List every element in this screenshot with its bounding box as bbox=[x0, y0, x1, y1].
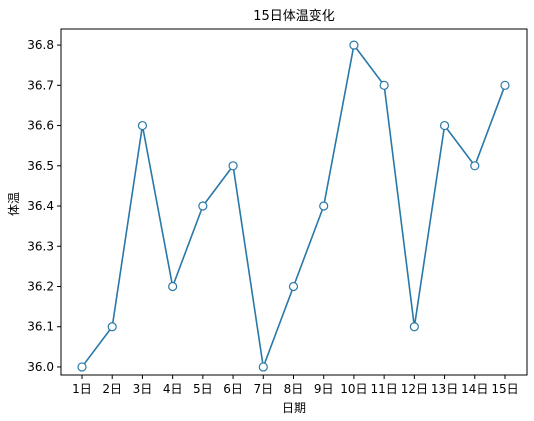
data-point bbox=[77, 362, 87, 372]
data-point bbox=[439, 120, 450, 131]
y-tick-label: 36.5 bbox=[27, 159, 54, 173]
data-point bbox=[107, 322, 117, 332]
x-tick-label: 2日 bbox=[102, 382, 122, 396]
x-tick-label: 4日 bbox=[163, 382, 183, 396]
y-tick-label: 36.1 bbox=[27, 320, 54, 334]
data-point bbox=[319, 201, 329, 211]
data-point bbox=[258, 362, 268, 372]
y-axis-title: 体温 bbox=[7, 192, 21, 216]
data-point bbox=[228, 161, 238, 171]
data-point bbox=[470, 161, 480, 171]
x-tick-label: 15日 bbox=[491, 382, 518, 396]
x-tick-label: 3日 bbox=[133, 382, 153, 396]
chart-title: 15日体温变化 bbox=[253, 8, 335, 24]
x-tick-label: 14日 bbox=[461, 382, 488, 396]
y-tick-label: 36.7 bbox=[27, 78, 54, 92]
data-point bbox=[198, 201, 208, 211]
x-tick-label: 7日 bbox=[253, 382, 273, 396]
plot-area: 36.0 36.1 36.2 36.3 36.4 36.5 36.6 36.7 36.8 1日 2日… bbox=[27, 28, 528, 396]
data-point bbox=[409, 322, 419, 332]
data-point bbox=[137, 120, 148, 131]
x-tick-label: 5日 bbox=[193, 382, 213, 396]
data-point bbox=[168, 281, 178, 292]
x-tick-label: 1日 bbox=[72, 382, 92, 396]
y-tick-label: 36.3 bbox=[27, 239, 54, 253]
x-tick-label: 13日 bbox=[431, 382, 458, 396]
y-tick-label: 36.0 bbox=[27, 360, 54, 374]
y-tick-label: 36.8 bbox=[27, 38, 54, 52]
x-tick-label: 12日 bbox=[401, 382, 428, 396]
x-axis-title: 日期 bbox=[282, 401, 306, 415]
x-tick-label: 11日 bbox=[371, 382, 398, 396]
x-tick-label: 6日 bbox=[223, 382, 243, 396]
data-point bbox=[288, 281, 299, 292]
y-tick-label: 36.2 bbox=[27, 279, 54, 293]
x-tick-label: 8日 bbox=[284, 382, 304, 396]
x-tick-label: 10日 bbox=[340, 382, 367, 396]
data-point bbox=[349, 40, 359, 50]
x-tick-label: 9日 bbox=[314, 382, 334, 396]
y-tick-label: 36.6 bbox=[27, 119, 54, 133]
series-line bbox=[81, 44, 506, 368]
data-point bbox=[379, 80, 389, 90]
y-tick-label: 36.4 bbox=[27, 199, 54, 213]
data-point bbox=[500, 80, 510, 90]
